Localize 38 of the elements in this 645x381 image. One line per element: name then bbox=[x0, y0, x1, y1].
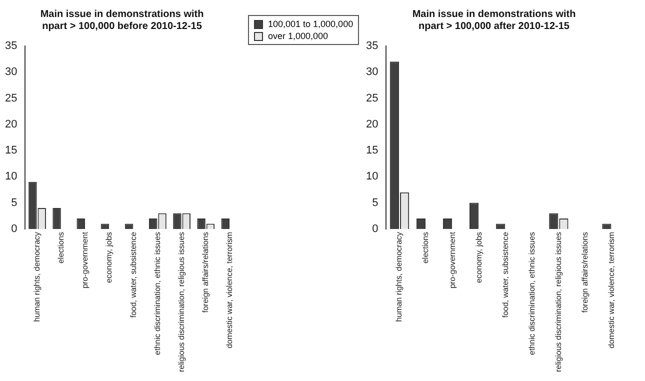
y-tick-label: 0 bbox=[372, 222, 378, 235]
y-tick-label: 25 bbox=[4, 92, 18, 104]
x-tick-label: economy, jobs bbox=[104, 232, 114, 283]
x-tick-label: food, water, subsistence bbox=[128, 231, 138, 318]
y-tick-label: 30 bbox=[366, 66, 378, 78]
y-tick-label: 15 bbox=[4, 144, 18, 157]
y-tick-label: 20 bbox=[366, 118, 378, 130]
y-tick-label: 35 bbox=[366, 40, 378, 52]
y-tick-label: 0 bbox=[11, 222, 18, 235]
legend-label: over 1,000,000 bbox=[267, 30, 330, 42]
x-tick-label: economy, jobs bbox=[474, 232, 484, 283]
chart-title: Main issue in demonstrations with npart > 100,000 before 2010-12-15 bbox=[40, 8, 204, 32]
x-tick-label: human rights, democracy bbox=[394, 232, 404, 322]
legend-label: 100,001 to 1,000,000 bbox=[267, 18, 354, 30]
x-tick-label: domestic war, violence, terrorism bbox=[606, 232, 616, 348]
y-tick-label: 15 bbox=[366, 144, 378, 157]
x-tick-label: religious discrimination, religious issues bbox=[554, 232, 563, 372]
x-tick-label: ethnic discrimination, ethnic issues bbox=[527, 232, 536, 356]
x-tick-label: foreign affairs/relations bbox=[201, 232, 210, 313]
x-tick-label: elections bbox=[56, 232, 66, 264]
y-tick-label: 5 bbox=[372, 196, 378, 209]
y-tick-label: 10 bbox=[4, 170, 18, 183]
x-tick-label: foreign affairs/relations bbox=[580, 232, 590, 313]
y-tick-label: 5 bbox=[11, 196, 18, 209]
y-tick-label: 35 bbox=[4, 40, 18, 52]
y-tick-label: 10 bbox=[366, 170, 378, 183]
chart-title: Main issue in demonstrations with npart > 100,000 after 2010-12-15 bbox=[412, 8, 576, 32]
y-tick-label: 20 bbox=[4, 118, 18, 130]
x-tick-label: ethnic discrimination, ethnic issues bbox=[152, 232, 162, 356]
x-tick-label: pro-government bbox=[80, 231, 90, 288]
x-tick-label: food, water, subsistence bbox=[500, 231, 510, 318]
y-tick-label: 25 bbox=[366, 92, 378, 104]
x-tick-label: religious discrimination, religious issues bbox=[176, 232, 186, 372]
x-tick-label: domestic war, violence, terrorism bbox=[225, 232, 234, 348]
x-tick-label: human rights, democracy bbox=[32, 232, 42, 322]
x-tick-label: pro-government bbox=[448, 231, 457, 288]
x-tick-label: elections bbox=[421, 232, 430, 264]
y-tick-label: 30 bbox=[4, 66, 18, 78]
